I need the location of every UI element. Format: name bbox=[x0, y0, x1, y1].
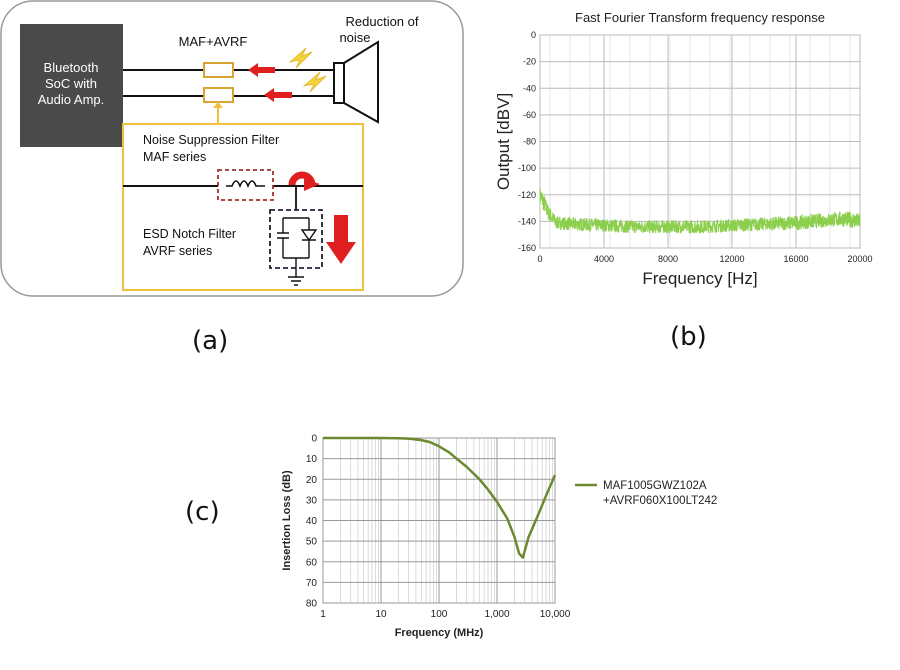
avrf-label-1: ESD Notch Filter bbox=[143, 227, 236, 241]
detail-box bbox=[122, 123, 364, 291]
y-tick-label: -100 bbox=[518, 163, 536, 173]
lightning-bolt-icon bbox=[288, 47, 313, 69]
lightning-bolt-icon bbox=[302, 71, 327, 93]
y-tick-label: 30 bbox=[306, 495, 318, 506]
y-tick-label: -120 bbox=[518, 190, 536, 200]
x-tick-label: 8000 bbox=[658, 254, 678, 264]
x-axis-label: Frequency [Hz] bbox=[642, 269, 757, 288]
y-tick-label: -160 bbox=[518, 243, 536, 253]
x-tick-label: 1 bbox=[320, 609, 326, 620]
y-tick-label: 80 bbox=[306, 599, 318, 610]
x-tick-label: 0 bbox=[537, 254, 542, 264]
inductor-icon bbox=[226, 180, 265, 189]
maf-label-1: Noise Suppression Filter bbox=[143, 133, 279, 147]
y-axis-label: Output [dBV] bbox=[494, 93, 513, 190]
chart-title: Fast Fourier Transform frequency respons… bbox=[575, 10, 825, 25]
soc-label-3: Audio Amp. bbox=[38, 92, 105, 107]
y-tick-label: 10 bbox=[306, 454, 318, 465]
y-tick-label: 70 bbox=[306, 578, 318, 589]
series-line bbox=[539, 187, 861, 234]
caption-a: (a) bbox=[192, 326, 229, 356]
caption-b: (b) bbox=[670, 322, 707, 352]
maf-label-2: MAF series bbox=[143, 150, 206, 164]
series-line bbox=[323, 436, 557, 559]
x-tick-label: 10,000 bbox=[540, 609, 571, 620]
y-tick-label: 40 bbox=[306, 516, 318, 527]
y-tick-label: -20 bbox=[523, 57, 536, 67]
inductor-box bbox=[217, 169, 274, 201]
esd-capacitor-icon bbox=[277, 217, 318, 270]
x-tick-label: 12000 bbox=[719, 254, 744, 264]
y-axis-label: Insertion Loss (dB) bbox=[281, 470, 293, 571]
fft-chart: Fast Fourier Transform frequency respons… bbox=[494, 10, 873, 288]
y-tick-label: 20 bbox=[306, 475, 318, 486]
y-tick-label: -140 bbox=[518, 216, 536, 226]
x-tick-label: 16000 bbox=[783, 254, 808, 264]
reflect-arrowhead-icon bbox=[304, 179, 320, 191]
soc-label-1: Bluetooth bbox=[44, 60, 99, 75]
component-box-top bbox=[203, 62, 234, 78]
component-box-bottom bbox=[203, 87, 234, 103]
soc-label-2: SoC with bbox=[45, 76, 97, 91]
caption-c: (c) bbox=[185, 497, 220, 527]
connector-arrowhead bbox=[213, 102, 223, 108]
legend-label: +AVRF060X100LT242 bbox=[603, 495, 717, 507]
soc-box bbox=[20, 24, 123, 147]
speaker-icon bbox=[333, 62, 345, 104]
noise-arrow-top bbox=[248, 63, 275, 77]
x-tick-label: 1,000 bbox=[484, 609, 509, 620]
ground-icon bbox=[288, 270, 304, 286]
y-tick-label: -40 bbox=[523, 83, 536, 93]
legend-label: MAF1005GWZ102A bbox=[603, 480, 707, 492]
x-tick-label: 20000 bbox=[847, 254, 872, 264]
y-tick-label: 50 bbox=[306, 537, 318, 548]
x-tick-label: 10 bbox=[375, 609, 387, 620]
avrf-label-2: AVRF series bbox=[143, 244, 212, 258]
speaker-cone-icon bbox=[343, 40, 379, 124]
y-tick-label: -80 bbox=[523, 137, 536, 147]
noise-arrow-bottom bbox=[264, 88, 292, 102]
insertion-loss-chart: 1 10 100 1,000 10,000 0 10 20 30 40 50 60 70 80 Freque… bbox=[281, 434, 717, 640]
circuit-diagram: Bluetooth SoC with Audio Amp. MAF+AVRF R… bbox=[0, 0, 464, 297]
x-tick-label: 100 bbox=[431, 609, 448, 620]
y-tick-label: 60 bbox=[306, 557, 318, 568]
y-tick-label: -60 bbox=[523, 110, 536, 120]
x-axis-label: Frequency (MHz) bbox=[395, 627, 484, 639]
noise-label-1: Reduction of bbox=[346, 14, 419, 29]
y-tick-label: 0 bbox=[531, 30, 536, 40]
x-tick-label: 4000 bbox=[594, 254, 614, 264]
y-tick-label: 0 bbox=[311, 434, 317, 445]
noise-label-2: noise bbox=[339, 30, 370, 45]
down-arrow-icon bbox=[326, 215, 356, 264]
component-label: MAF+AVRF bbox=[179, 34, 248, 49]
